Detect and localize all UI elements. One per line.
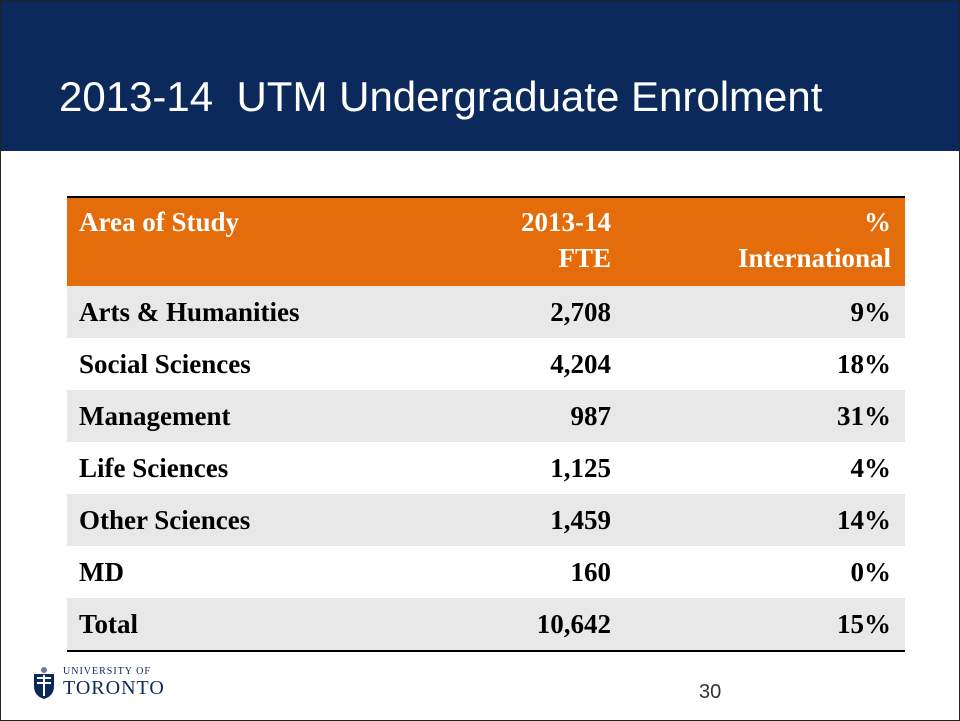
table-cell: Arts & Humanities <box>79 296 300 327</box>
logo: UNIVERSITY OF TORONTO <box>31 666 165 700</box>
table-cell: 0% <box>850 556 892 587</box>
table-cell: Total <box>79 608 139 639</box>
table-row: Total 10,642 15% <box>67 598 905 650</box>
table-cell: 2,708 <box>550 296 611 327</box>
table-cell: 9% <box>850 296 892 327</box>
crest <box>34 667 54 699</box>
header-line: International <box>737 243 891 273</box>
header-line: 2013-14 <box>521 207 611 237</box>
header-cell: 2013-14 FTE <box>397 198 611 276</box>
header-cell: % International <box>611 198 891 276</box>
table-cell: Social Sciences <box>79 348 251 379</box>
logo-line: TORONTO <box>63 677 165 699</box>
table-cell: MD <box>79 556 124 587</box>
table-row: Management 987 31% <box>67 390 905 442</box>
slide-title: 2013-14 UTM Undergraduate Enrolment <box>59 73 823 120</box>
header-row: Area of Study 2013-14 FTE% International <box>67 198 905 286</box>
table-row: Arts & Humanities 2,708 9% <box>67 286 905 338</box>
table-row: MD 160 0% <box>67 546 905 598</box>
table-cell: Management <box>79 400 231 431</box>
table-cell: 4,204 <box>550 348 611 379</box>
page-number: 30 <box>699 681 722 703</box>
header-line: % <box>864 207 891 237</box>
header-cell: Area of Study <box>67 198 397 240</box>
table-cell: 1,125 <box>550 452 611 483</box>
table-row: Other Sciences 1,459 14% <box>67 494 905 546</box>
title-band <box>1 1 959 151</box>
table-row: Life Sciences 1,125 4% <box>67 442 905 494</box>
header-line: FTE <box>558 243 611 273</box>
table-cell: 15% <box>837 608 891 639</box>
table-cell: 160 <box>570 556 612 587</box>
table-cell: 1,459 <box>550 504 611 535</box>
table-cell: 10,642 <box>536 608 611 639</box>
table-cell: 31% <box>837 400 891 431</box>
table-row: Social Sciences 4,204 18% <box>67 338 905 390</box>
table-cell: 987 <box>570 400 612 431</box>
table-cell: Other Sciences <box>79 504 251 535</box>
table: Area of Study 2013-14 FTE% International Art… <box>67 196 905 652</box>
table-cell: Life Sciences <box>79 452 229 483</box>
header-line: Area of Study <box>79 207 240 237</box>
table-cell: 14% <box>837 504 891 535</box>
table-cell: 18% <box>837 348 891 379</box>
table-cell: 4% <box>850 452 892 483</box>
logo-line: UNIVERSITY OF <box>63 666 151 677</box>
